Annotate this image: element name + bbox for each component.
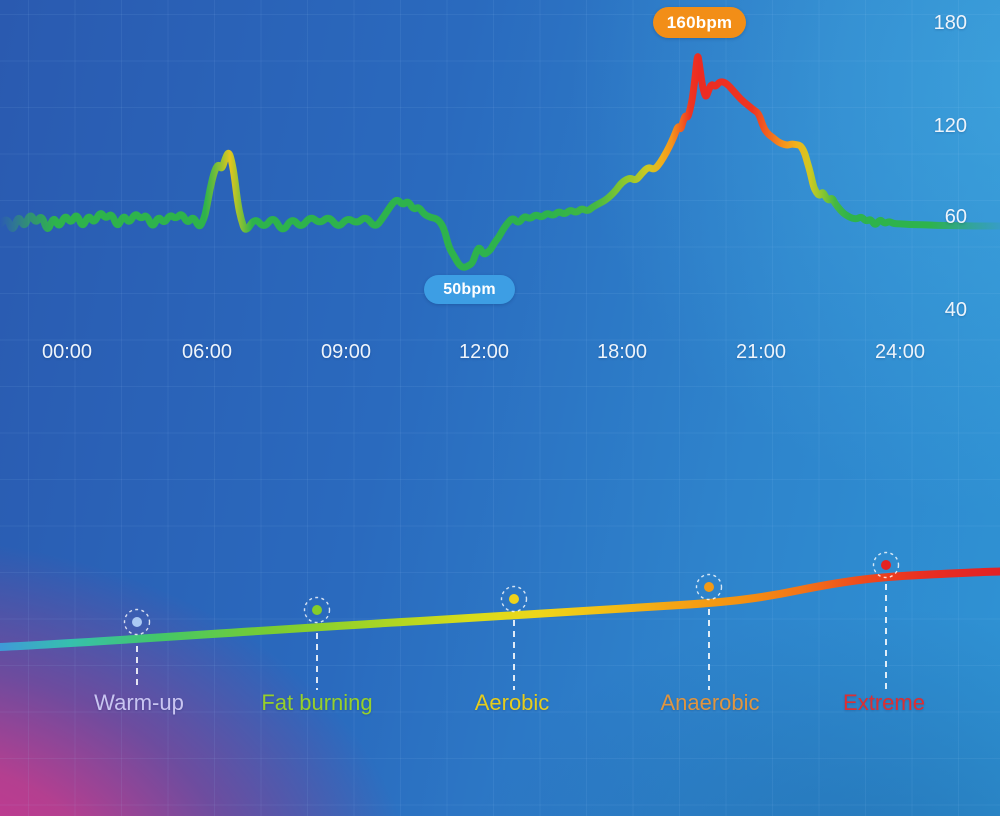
peak-bpm-badge: 160bpm — [653, 7, 746, 38]
x-tick-0900: 09:00 — [320, 341, 372, 363]
low-bpm-badge: 50bpm — [424, 275, 515, 304]
x-tick-2400: 24:00 — [874, 341, 926, 363]
low-bpm-label: 50bpm — [443, 280, 496, 298]
y-tick-40: 40 — [944, 299, 967, 321]
zone-dot-ring — [695, 573, 723, 601]
zone-label-fat-burning: Fat burning — [261, 690, 373, 715]
x-tick-0600: 06:00 — [181, 341, 233, 363]
x-tick-1800: 18:00 — [596, 341, 648, 363]
heart-rate-line — [0, 53, 1000, 271]
zone-dot — [509, 594, 519, 604]
x-tick-1200: 12:00 — [458, 341, 510, 363]
x-tick-2100: 21:00 — [735, 341, 787, 363]
zone-dot — [881, 560, 891, 570]
y-tick-60: 60 — [944, 206, 967, 228]
zone-dot-ring — [303, 596, 331, 624]
peak-bpm-label: 160bpm — [666, 12, 733, 32]
zone-dot — [704, 582, 714, 592]
zone-dot-ring — [872, 551, 900, 579]
y-tick-120: 120 — [933, 115, 967, 137]
zone-label-warm-up: Warm-up — [94, 690, 184, 715]
zone-dot-ring — [123, 608, 151, 636]
y-tick-180: 180 — [933, 12, 967, 34]
zone-label-aerobic: Aerobic — [474, 690, 550, 715]
zone-ramp-line — [0, 567, 1000, 651]
zone-markers — [123, 551, 900, 690]
x-tick-0000: 00:00 — [41, 341, 93, 363]
zone-dot-ring — [500, 585, 528, 613]
zone-label-anaerobic: Anaerobic — [660, 690, 760, 715]
zone-label-extreme: Extreme — [843, 690, 925, 715]
zone-dot — [312, 605, 322, 615]
zone-dot — [132, 617, 142, 627]
